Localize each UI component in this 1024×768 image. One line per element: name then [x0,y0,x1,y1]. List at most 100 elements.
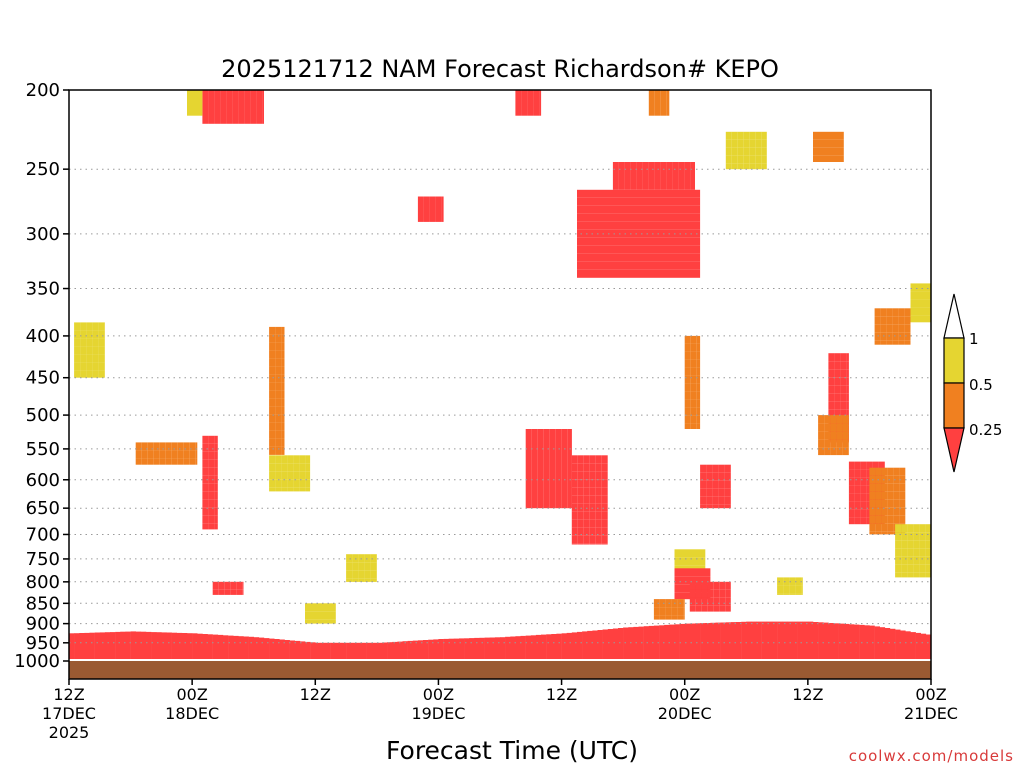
heatmap-cell-red [595,213,601,222]
heatmap-cell-red [672,170,679,178]
heatmap-cell-yellow [783,585,790,594]
heatmap-cell-red [612,170,619,178]
heatmap-cell-red [691,197,697,206]
heatmap-cell-orange [684,359,691,368]
heatmap-cell-red [549,485,556,493]
heatmap-cell-red [595,269,601,278]
heatmap-cell-red [561,493,568,501]
y-tick-label-1000: 1000 [14,651,60,672]
heatmap-cell-orange [654,90,661,98]
heatmap-cell-orange [848,415,849,424]
heatmap-cell-red [725,589,731,598]
heatmap-cell-yellow [311,611,317,620]
heatmap-cell-yellow [795,585,802,594]
heatmap-cell-red [525,485,532,493]
heatmap-cell-yellow [187,98,193,106]
x-tick-label-24-0: 12Z [300,685,331,704]
heatmap-cell-red [846,409,849,418]
heatmap-cell-yellow [281,479,288,488]
heatmap-cell-red [214,443,218,452]
heatmap-cell-red [202,106,209,114]
heatmap-cell-yellow [80,322,87,331]
heatmap-cell-red [583,205,589,214]
heatmap-cell-yellow [299,463,306,472]
heatmap-cell-orange [842,423,849,432]
pbl-column [443,638,449,659]
heatmap-cell-yellow [287,463,294,472]
heatmap-cell-yellow [761,131,767,140]
heatmap-cell-red [262,114,264,122]
heatmap-cell-red [706,464,713,473]
heatmap-cell-red [637,205,643,214]
heatmap-cell-red [713,605,720,612]
heatmap-cell-orange [899,515,906,524]
heatmap-cell-red [543,469,550,477]
heatmap-cell-red [643,269,649,278]
heatmap-cell-red [666,186,673,190]
pbl-column [248,636,254,659]
heatmap-cell-red [601,455,608,464]
heatmap-cell-orange [869,483,876,492]
heatmap-cell-red [567,501,572,509]
heatmap-cell-red [697,245,701,254]
heatmap-cell-yellow [269,487,276,492]
heatmap-cell-red [866,461,873,470]
heatmap-cell-red [607,213,613,222]
heatmap-cell-orange [874,316,881,325]
heatmap-cell-red [643,221,649,230]
heatmap-cell-yellow [941,299,942,307]
heatmap-cell-red [531,501,538,509]
heatmap-cell-yellow [910,291,917,300]
heatmap-cell-red [730,504,731,509]
heatmap-cell-red [589,245,595,254]
heatmap-cell-yellow [80,338,87,347]
pbl-column [705,623,711,659]
heatmap-cell-red [697,197,701,206]
heatmap-cell-orange [159,442,166,451]
heatmap-cell-red [848,493,855,502]
pbl-column [823,622,829,659]
heatmap-cell-red [256,90,263,98]
heatmap-cell-yellow [98,338,105,347]
heatmap-cell-red [515,98,522,106]
heatmap-cell-red [685,237,691,246]
heatmap-cell-red [686,592,693,600]
heatmap-cell-red [624,178,631,186]
heatmap-cell-yellow [731,131,738,140]
y-tick-label-250: 250 [26,159,60,180]
heatmap-cell-red [543,501,550,509]
heatmap-cell-red [673,197,679,206]
heatmap-cell-red [607,245,613,254]
heatmap-cell-yellow [86,338,93,347]
heatmap-cell-orange [836,423,843,432]
heatmap-cell-orange [189,458,196,465]
heatmap-cell-red [713,581,720,590]
pbl-column [674,624,680,659]
heatmap-cell-red [697,229,701,238]
heatmap-cell-red [567,453,572,461]
pbl-column [376,642,383,659]
heatmap-cell-yellow [895,540,902,549]
heatmap-cell-yellow [749,131,756,140]
heatmap-cell-yellow [935,291,941,299]
heatmap-cell-orange [654,106,661,114]
heatmap-cell-red [202,483,209,492]
pbl-column [648,625,655,659]
heatmap-cell-red [208,467,215,476]
heatmap-cell-red [549,469,556,477]
heatmap-cell-yellow [749,155,756,164]
heatmap-cell-red [619,221,625,230]
heatmap-cell-yellow [370,578,377,582]
heatmap-cell-yellow [275,479,282,488]
heatmap-cell-red [595,205,601,214]
heatmap-cell-orange [831,155,837,162]
x-tick-label-12-0: 00Z [176,685,207,704]
heatmap-cell-red [202,451,209,460]
heatmap-cell-red [860,485,867,494]
heatmap-cell-red [718,496,725,505]
pbl-column [828,623,834,659]
heatmap-cell-red [689,589,696,598]
pbl-column [905,631,911,659]
heatmap-cell-yellow [370,570,377,579]
heatmap-cell-yellow [704,549,706,558]
